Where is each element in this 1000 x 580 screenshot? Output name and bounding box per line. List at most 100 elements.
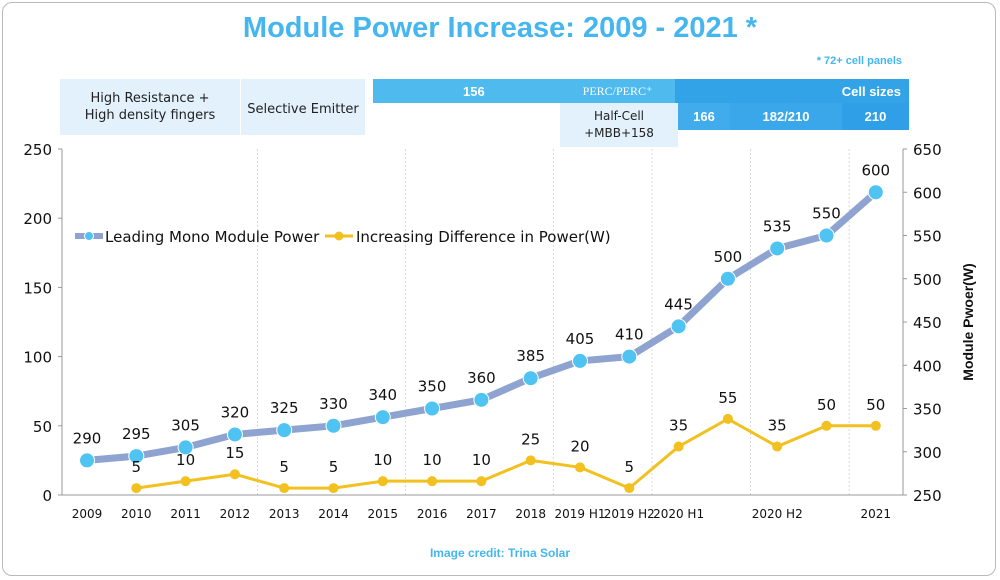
power-point [572,352,588,369]
x-tick-label: 2018 [515,507,546,521]
band-size-156: 156 [373,79,675,103]
legend-marker-module-power [84,231,94,241]
band-cell-sizes: Cell sizes [675,79,909,103]
image-credit: Image credit: Trina Solar [429,546,571,560]
band-tech-high-resistance: High Resistance + High density fingers [60,79,240,135]
difference-data-label: 10 [423,451,442,469]
y-right-tick-label: 350 [913,401,942,419]
power-data-label: 320 [221,403,250,421]
y-right-tick-label: 500 [913,271,942,289]
band-size-210: 210 [842,103,909,130]
power-data-label: 340 [368,386,397,404]
difference-data-label: 35 [669,417,688,435]
power-data-label: 330 [319,395,348,413]
difference-data-label: 5 [625,458,635,476]
band-size-182-210: 182/210 [730,103,842,130]
y-right-tick-label: 250 [913,487,942,505]
x-tick-label: 2016 [417,507,448,521]
difference-point [377,476,388,487]
difference-data-label: 50 [866,396,885,414]
legend-label-module-power: Leading Mono Module Power [105,228,320,246]
power-point [719,270,736,287]
y-right-tick-label: 300 [913,444,942,462]
x-tick-label: 2021 [861,507,892,521]
power-data-label: 360 [467,369,496,387]
band-cell-sizes-label: Cell sizes [841,83,901,99]
power-point [522,370,539,387]
difference-point [180,476,191,487]
power-data-label: 350 [418,378,447,396]
difference-data-label: 10 [472,451,491,469]
power-data-label: 535 [763,217,792,235]
band-half-cell: Half-Cell +MBB+158 [560,103,678,147]
legend-label-power-difference: Increasing Difference in Power(W) [356,228,611,246]
power-point [621,348,638,365]
band-perc: PERC/PERC⁺ [560,79,675,103]
x-tick-label: 2020 H2 [752,507,803,521]
y-right-tick-label: 600 [913,184,942,202]
power-data-label: 600 [861,161,890,179]
difference-data-label: 5 [279,458,289,476]
x-tick-label: 2020 H1 [653,507,704,521]
x-tick-label: 2019 H1 [554,507,605,521]
difference-point [229,469,240,480]
difference-data-label: 55 [718,389,737,407]
difference-data-label: 20 [570,437,589,455]
power-data-label: 500 [714,248,743,266]
y-right-tick-label: 650 [913,141,942,159]
power-point [177,439,194,456]
difference-data-label: 10 [176,451,195,469]
x-tick-label: 2009 [72,507,103,521]
difference-point [772,441,783,452]
power-data-label: 550 [812,205,841,223]
y-right-tick-label: 400 [913,357,942,375]
band-half-cell-label: Half-Cell +MBB+158 [584,109,654,140]
band-size-166-label: 166 [693,109,715,124]
y-left-tick-label: 200 [23,210,52,228]
series-line-power-difference [136,417,876,490]
y-left-tick-label: 0 [42,487,52,505]
power-data-label: 305 [171,416,200,434]
difference-data-label: 5 [132,458,142,476]
difference-point [328,483,339,494]
y-right-axis-label: Module Pwoer(W) [960,263,976,380]
power-data-label: 405 [566,330,595,348]
difference-point [525,455,536,466]
y-left-tick-label: 100 [23,349,52,367]
x-tick-label: 2013 [269,507,300,521]
difference-point [476,476,487,487]
x-tick-label: 2014 [318,507,349,521]
difference-data-label: 25 [521,430,540,448]
power-point [226,426,243,443]
power-point [670,318,687,335]
x-tick-label: 2012 [220,507,251,521]
footnote: * 72+ cell panels [816,55,902,67]
band-tech-selective-emitter-label: Selective Emitter [247,102,359,117]
power-data-label: 445 [664,295,693,313]
difference-data-label: 5 [329,458,339,476]
legend-marker-power-difference [334,231,344,241]
difference-data-label: 35 [768,417,787,435]
power-data-label: 410 [615,326,644,344]
y-right-tick-label: 550 [913,228,942,246]
difference-data-label: 10 [373,451,392,469]
difference-point [673,441,684,452]
band-tech-selective-emitter: Selective Emitter [241,79,365,135]
y-left-tick-label: 150 [23,279,52,297]
power-point [473,391,490,408]
power-point [867,184,884,201]
difference-point [870,420,881,431]
x-tick-label: 2015 [368,507,399,521]
difference-point [427,476,438,487]
y-left-tick-label: 250 [23,141,52,159]
band-perc-label: PERC/PERC⁺ [582,83,653,98]
power-point [769,240,786,257]
difference-data-label: 50 [817,396,836,414]
band-tech-high-resistance-label: High Resistance + High density fingers [84,91,216,123]
power-point [424,400,441,417]
difference-point [131,483,142,494]
band-size-210-label: 210 [864,109,887,124]
y-left-tick-label: 50 [33,418,52,436]
power-point [128,448,145,465]
